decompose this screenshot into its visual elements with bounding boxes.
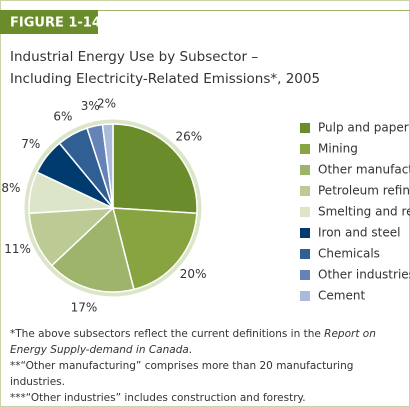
legend-swatch	[300, 186, 310, 196]
footnote-text: ***“Other industries” includes construct…	[10, 392, 306, 404]
footnotes: *The above subsectors reflect the curren…	[10, 326, 402, 406]
pie-slice	[50, 206, 135, 293]
legend-label: Other manufacturing**	[318, 163, 410, 177]
legend-swatch	[300, 249, 310, 259]
chart-title: Industrial Energy Use by Subsector – Incl…	[10, 49, 320, 87]
legend-label: Other industries***	[318, 268, 410, 282]
legend-swatch	[300, 165, 310, 175]
legend-swatch	[300, 291, 310, 301]
value-label: 7%	[21, 137, 40, 151]
legend-label: Mining	[318, 142, 358, 156]
figure-banner	[0, 10, 98, 34]
value-label: 2%	[97, 97, 116, 111]
pie-slice	[101, 123, 114, 209]
figure-label: FIGURE 1-14	[10, 16, 101, 31]
footnote: *The above subsectors reflect the curren…	[10, 326, 402, 358]
footnote: **“Other manufacturing” comprises more t…	[10, 358, 402, 390]
footnote-text: .	[188, 344, 193, 356]
legend-label: Iron and steel	[318, 226, 400, 240]
legend-swatch	[300, 270, 310, 280]
legend-label: Chemicals	[318, 247, 380, 261]
footnote-text: Report on Energy Supply-demand in Canada	[10, 328, 376, 356]
pie-slice	[112, 207, 198, 291]
value-label: 8%	[1, 181, 20, 195]
legend-label: Petroleum refining	[318, 184, 410, 198]
value-label: 11%	[4, 242, 31, 256]
legend-label: Smelting and refining	[318, 205, 410, 219]
pie-slice	[112, 123, 198, 215]
value-label: 26%	[175, 129, 202, 143]
legend-label: Pulp and paper	[318, 121, 409, 135]
footnote: ***“Other industries” includes construct…	[10, 390, 402, 406]
value-label: 6%	[53, 109, 72, 123]
legend-swatch	[300, 207, 310, 217]
value-label: 3%	[81, 99, 100, 113]
legend-swatch	[300, 123, 310, 133]
legend-swatch	[300, 228, 310, 238]
footnote-text: **“Other manufacturing” comprises more t…	[10, 360, 354, 388]
legend-label: Cement	[318, 289, 365, 303]
footnote-text: *The above subsectors reflect the curren…	[10, 328, 325, 340]
legend-swatch	[300, 144, 310, 154]
value-label: 20%	[180, 267, 207, 281]
value-label: 17%	[71, 300, 98, 314]
pie-rim	[24, 119, 202, 297]
